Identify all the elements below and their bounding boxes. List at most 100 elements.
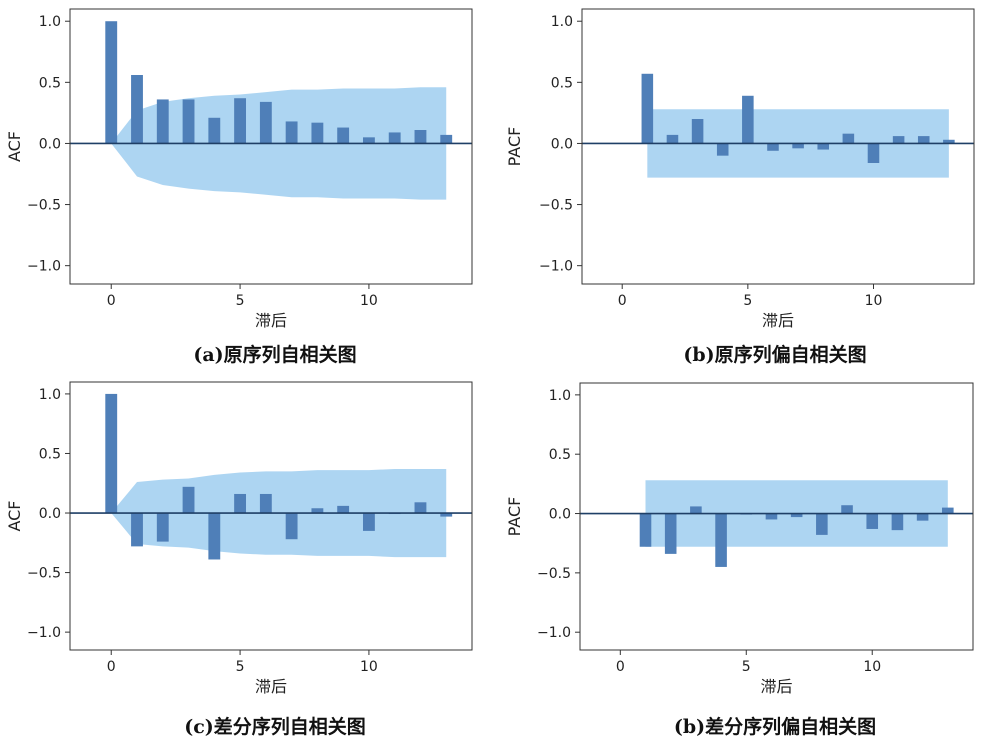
y-tick-label: 0.0 bbox=[39, 136, 61, 152]
x-tick-label: 0 bbox=[616, 659, 625, 675]
y-tick-label: 0.0 bbox=[551, 136, 573, 152]
bar-lag-10 bbox=[362, 137, 375, 144]
bar-lag-9 bbox=[337, 505, 350, 514]
y-axis-label: PACF bbox=[505, 127, 524, 167]
bar-lag-3 bbox=[691, 119, 704, 144]
x-tick-label: 10 bbox=[863, 659, 881, 675]
y-axis-label: ACF bbox=[5, 500, 24, 531]
bar-lag-5 bbox=[742, 95, 754, 144]
bar-lag-10 bbox=[867, 143, 880, 163]
bar-lag-12 bbox=[414, 130, 427, 144]
x-axis-label: 滞后 bbox=[762, 311, 794, 330]
y-tick-label: 1.0 bbox=[39, 14, 61, 30]
x-tick-label: 5 bbox=[742, 659, 751, 675]
x-axis-label: 滞后 bbox=[255, 311, 287, 330]
y-tick-label: 0.5 bbox=[39, 75, 61, 91]
bar-lag-3 bbox=[690, 506, 702, 514]
acf-original-panel: 1.0 0.5 0.0 −0.5 −1.0 0 5 10 滞后 ACF bbox=[0, 0, 500, 340]
x-tick-label: 0 bbox=[107, 293, 116, 309]
y-tick-label: −0.5 bbox=[27, 198, 61, 214]
pacf-diff-chart: 1.0 0.5 0.0 −0.5 −1.0 0 5 10 滞后 PACF bbox=[505, 382, 974, 696]
y-tick-label: 1.0 bbox=[549, 388, 571, 404]
y-tick-label: 0.0 bbox=[39, 506, 61, 522]
acf-diff-chart: 1.0 0.5 0.0 −0.5 −1.0 0 5 10 滞后 ACF bbox=[5, 381, 473, 696]
bar-lag-4 bbox=[208, 513, 221, 560]
y-tick-label: −0.5 bbox=[27, 566, 61, 582]
bar-lag-13 bbox=[440, 134, 453, 144]
bar-lag-6 bbox=[765, 513, 778, 520]
bar-lag-2 bbox=[666, 134, 679, 144]
x-tick-label: 10 bbox=[360, 659, 378, 675]
y-tick-label: 0.0 bbox=[549, 507, 571, 523]
y-tick-label: 0.5 bbox=[549, 447, 571, 463]
bar-lag-13 bbox=[440, 513, 453, 517]
bar-lag-12 bbox=[414, 502, 427, 514]
y-tick-label: 1.0 bbox=[551, 14, 573, 30]
pacf-diff-panel: 1.0 0.5 0.0 −0.5 −1.0 0 5 10 滞后 PACF bbox=[500, 372, 1000, 712]
x-axis-label: 滞后 bbox=[760, 677, 792, 696]
pacf-original-caption: (b)原序列偏自相关图 bbox=[683, 344, 867, 366]
bar-lag-8 bbox=[311, 508, 324, 514]
x-tick-label: 5 bbox=[236, 293, 245, 309]
bar-lag-9 bbox=[842, 133, 855, 144]
bar-lag-3 bbox=[182, 99, 195, 144]
bar-lag-2 bbox=[664, 513, 677, 554]
bar-lag-3 bbox=[182, 486, 195, 514]
bar-lag-11 bbox=[891, 513, 904, 531]
bar-lag-10 bbox=[362, 513, 375, 531]
y-tick-label: 0.5 bbox=[551, 75, 573, 91]
bar-lag-6 bbox=[767, 143, 779, 151]
pacf-original-panel: 1.0 0.5 0.0 −0.5 −1.0 0 5 10 滞后 PACF bbox=[500, 0, 1000, 340]
bar-lag-1 bbox=[639, 513, 652, 547]
bar-lag-6 bbox=[259, 101, 272, 144]
y-tick-label: −1.0 bbox=[27, 259, 61, 275]
plot-frame bbox=[69, 8, 473, 285]
y-axis-label: PACF bbox=[505, 497, 524, 537]
y-tick-label: −0.5 bbox=[539, 198, 573, 214]
y-axis-label: ACF bbox=[5, 131, 24, 162]
plot-frame bbox=[69, 381, 473, 651]
x-axis-label: 滞后 bbox=[255, 677, 287, 696]
bar-lag-12 bbox=[916, 513, 929, 521]
bar-lag-9 bbox=[841, 505, 853, 514]
x-tick-label: 0 bbox=[107, 659, 116, 675]
bar-lag-2 bbox=[156, 513, 169, 542]
pacf-diff-caption: (b)差分序列偏自相关图 bbox=[673, 716, 877, 738]
bar-lag-1 bbox=[131, 513, 143, 547]
bar-lag-7 bbox=[790, 513, 803, 518]
bar-lag-4 bbox=[716, 143, 729, 156]
bar-lag-4 bbox=[715, 513, 727, 567]
bar-lag-8 bbox=[311, 122, 324, 144]
y-tick-label: 1.0 bbox=[39, 387, 61, 403]
bar-lag-13 bbox=[942, 507, 954, 514]
y-tick-label: −0.5 bbox=[537, 566, 571, 582]
bar-lag-11 bbox=[388, 132, 401, 144]
acf-original-caption: (a)原序列自相关图 bbox=[193, 344, 357, 366]
bar-lag-0 bbox=[105, 393, 118, 514]
bar-lag-4 bbox=[208, 117, 221, 144]
x-tick-label: 5 bbox=[743, 293, 752, 309]
bar-lag-6 bbox=[259, 493, 272, 514]
x-tick-label: 10 bbox=[865, 293, 883, 309]
acf-diff-caption: (c)差分序列自相关图 bbox=[184, 716, 366, 738]
bar-lag-12 bbox=[917, 136, 930, 144]
bar-lag-2 bbox=[156, 99, 169, 144]
y-tick-label: −1.0 bbox=[539, 259, 573, 275]
pacf-original-chart: 1.0 0.5 0.0 −0.5 −1.0 0 5 10 滞后 PACF bbox=[505, 8, 975, 330]
bar-lag-13 bbox=[943, 139, 955, 144]
plot-frame bbox=[581, 8, 975, 285]
plot-frame bbox=[579, 382, 974, 651]
x-tick-label: 5 bbox=[236, 659, 245, 675]
bar-lag-7 bbox=[285, 513, 298, 540]
x-tick-label: 0 bbox=[618, 293, 627, 309]
x-tick-label: 10 bbox=[360, 293, 378, 309]
bar-lag-1 bbox=[131, 75, 143, 144]
bar-lag-7 bbox=[792, 143, 804, 149]
bar-lag-1 bbox=[641, 73, 654, 144]
bar-lag-9 bbox=[337, 127, 350, 144]
acf-original-chart: 1.0 0.5 0.0 −0.5 −1.0 0 5 10 滞后 ACF bbox=[5, 8, 473, 330]
y-tick-label: −1.0 bbox=[27, 625, 61, 641]
bar-lag-7 bbox=[285, 121, 298, 144]
y-tick-label: −1.0 bbox=[537, 625, 571, 641]
bar-lag-8 bbox=[816, 513, 828, 535]
